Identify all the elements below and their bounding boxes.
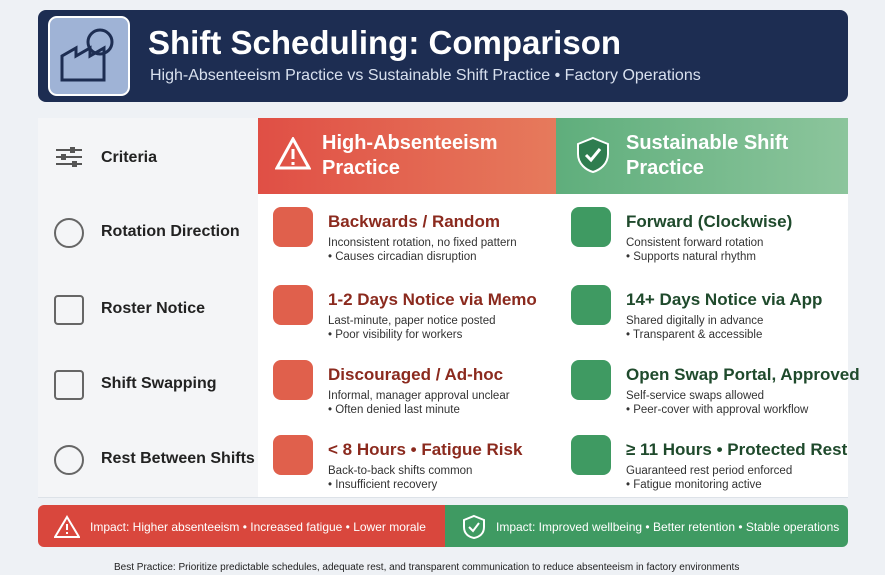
criteria-cell xyxy=(38,272,258,348)
bad-line: • Often denied last minute xyxy=(328,404,460,416)
warning-icon xyxy=(54,515,80,538)
criterion: Shift Swapping xyxy=(101,374,217,392)
bad-icon xyxy=(273,360,313,400)
warning-icon xyxy=(275,137,311,170)
bad-title: 1-2 Days Notice via Memo xyxy=(328,290,537,309)
best-practice: Best Practice: Prioritize predictable sc… xyxy=(114,562,740,573)
bad-impact-bar xyxy=(38,505,445,547)
bad-impact: Impact: Higher absenteeism • Increased f… xyxy=(90,520,426,534)
bad-line: Inconsistent rotation, no fixed pattern xyxy=(328,237,517,249)
good-impact-bar xyxy=(445,505,848,547)
column-header: Sustainable Shift Practice xyxy=(626,132,789,179)
criteria-icon xyxy=(54,444,84,475)
good-icon xyxy=(571,435,611,475)
header xyxy=(38,10,848,102)
good-line: • Transparent & accessible xyxy=(626,329,763,341)
good-impact: Impact: Improved wellbeing • Better rete… xyxy=(496,520,840,534)
bad-title: Backwards / Random xyxy=(328,212,500,231)
criteria-icon xyxy=(54,218,84,248)
header-icon xyxy=(48,16,130,96)
bad-title: Discouraged / Ad-hoc xyxy=(328,365,504,384)
good-line: Guaranteed rest period enforced xyxy=(626,465,793,477)
good-icon xyxy=(571,285,611,325)
good-title: ≥ 11 Hours • Protected Rest xyxy=(626,440,848,459)
criteria-icon xyxy=(56,147,82,167)
bad-line: • Causes circadian disruption xyxy=(328,251,477,263)
column-header: High-Absenteeism Practice xyxy=(322,132,498,179)
bad-icon xyxy=(273,207,313,247)
good-line: Self-service swaps allowed xyxy=(626,390,765,402)
bad-line: • Poor visibility for workers xyxy=(328,329,463,341)
good-line: • Peer-cover with approval workflow xyxy=(626,404,809,416)
column-header: Criteria xyxy=(101,149,158,166)
good-title: Forward (Clockwise) xyxy=(626,212,793,231)
bad-line: • Insufficient recovery xyxy=(328,479,438,491)
bad-line: Back-to-back shifts common xyxy=(328,465,473,477)
good-icon xyxy=(571,360,611,400)
title: Shift Scheduling: Comparison xyxy=(148,24,622,61)
good-icon xyxy=(571,207,611,247)
good-title: 14+ Days Notice via App xyxy=(626,290,823,309)
bad-title: < 8 Hours • Fatigue Risk xyxy=(328,440,523,459)
good-title: Open Swap Portal, Approved xyxy=(626,365,860,384)
shield-icon xyxy=(463,514,485,540)
bad-line: Last-minute, paper notice posted xyxy=(328,315,496,327)
criteria-icon xyxy=(54,294,84,325)
good-line: • Supports natural rhythm xyxy=(626,251,756,263)
good-line: Shared digitally in advance xyxy=(626,315,764,327)
shield-icon xyxy=(577,136,609,174)
criterion: Roster Notice xyxy=(101,299,206,317)
subtitle: High-Absenteeism Practice vs Sustainable… xyxy=(150,67,701,84)
criterion: Rest Between Shifts xyxy=(101,449,255,467)
bad-header: High-Absenteeism Practice xyxy=(258,118,556,194)
criterion: Rotation Direction xyxy=(101,223,240,240)
criteria-icon xyxy=(54,369,84,400)
criteria-cell xyxy=(38,347,258,423)
bad-line: Informal, manager approval unclear xyxy=(328,390,510,402)
good-header: Sustainable Shift Practice xyxy=(556,118,848,194)
good-line: Consistent forward rotation xyxy=(626,237,764,249)
bad-icon xyxy=(273,435,313,475)
bad-icon xyxy=(273,285,313,325)
good-line: • Fatigue monitoring active xyxy=(626,479,762,491)
